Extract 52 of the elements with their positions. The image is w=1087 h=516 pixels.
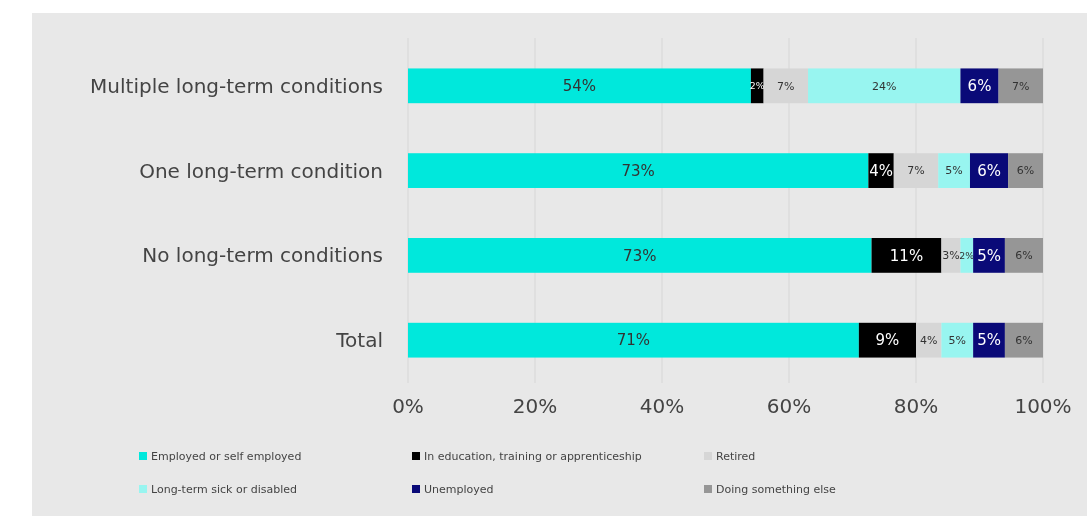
- y-tick-label: Total: [335, 328, 383, 353]
- bar: [808, 68, 961, 104]
- legend-label: Unemployed: [424, 482, 494, 496]
- bar: [1004, 322, 1043, 358]
- legend-label: Retired: [716, 449, 756, 463]
- legend-label: Long-term sick or disabled: [151, 482, 297, 496]
- data-label: 5%: [977, 331, 1001, 350]
- data-label: 6%: [977, 161, 1001, 180]
- data-label: 7%: [907, 164, 925, 178]
- data-label: 11%: [889, 246, 924, 265]
- legend-label: In education, training or apprenticeship: [424, 449, 642, 463]
- x-tick-label: 100%: [1014, 394, 1072, 418]
- bar: [408, 68, 751, 104]
- data-label: 73%: [623, 246, 657, 265]
- bar: [1008, 153, 1044, 188]
- data-label: 6%: [1015, 249, 1033, 263]
- data-label: 5%: [948, 334, 966, 348]
- data-label: 24%: [872, 79, 897, 93]
- data-label: 4%: [869, 161, 893, 180]
- data-label: 9%: [875, 331, 900, 350]
- data-label: 6%: [1015, 334, 1033, 348]
- data-label: 3%: [942, 249, 960, 263]
- bar: [408, 238, 872, 273]
- x-tick-label: 0%: [392, 394, 424, 418]
- bar: [858, 322, 916, 358]
- bar: [408, 322, 859, 358]
- bar: [938, 153, 970, 188]
- bar: [960, 68, 999, 104]
- x-tick-label: 60%: [766, 394, 812, 418]
- bar: [408, 153, 869, 188]
- data-label: 54%: [562, 77, 597, 96]
- data-label: 6%: [967, 77, 992, 96]
- data-label: 73%: [621, 161, 655, 180]
- y-tick-label: Multiple long-term conditions: [90, 73, 383, 98]
- bar: [941, 322, 974, 358]
- bar: [1004, 238, 1043, 273]
- legend-label: Doing something else: [716, 482, 836, 496]
- x-tick-label: 40%: [639, 394, 685, 418]
- y-tick-label: One long-term condition: [139, 158, 383, 183]
- data-label: 7%: [1012, 79, 1030, 93]
- data-label: 6%: [1016, 164, 1035, 178]
- bar: [871, 238, 942, 273]
- y-tick-label: No long-term conditions: [142, 243, 383, 268]
- bar: [998, 68, 1043, 104]
- data-label: 5%: [945, 164, 963, 178]
- x-tick-label: 20%: [512, 394, 558, 418]
- legend-label: Employed or self employed: [151, 449, 302, 463]
- data-label: 71%: [616, 331, 651, 350]
- data-label: 7%: [777, 79, 795, 93]
- data-label: 4%: [919, 334, 938, 348]
- data-label: 5%: [977, 246, 1001, 265]
- x-tick-label: 80%: [893, 394, 939, 418]
